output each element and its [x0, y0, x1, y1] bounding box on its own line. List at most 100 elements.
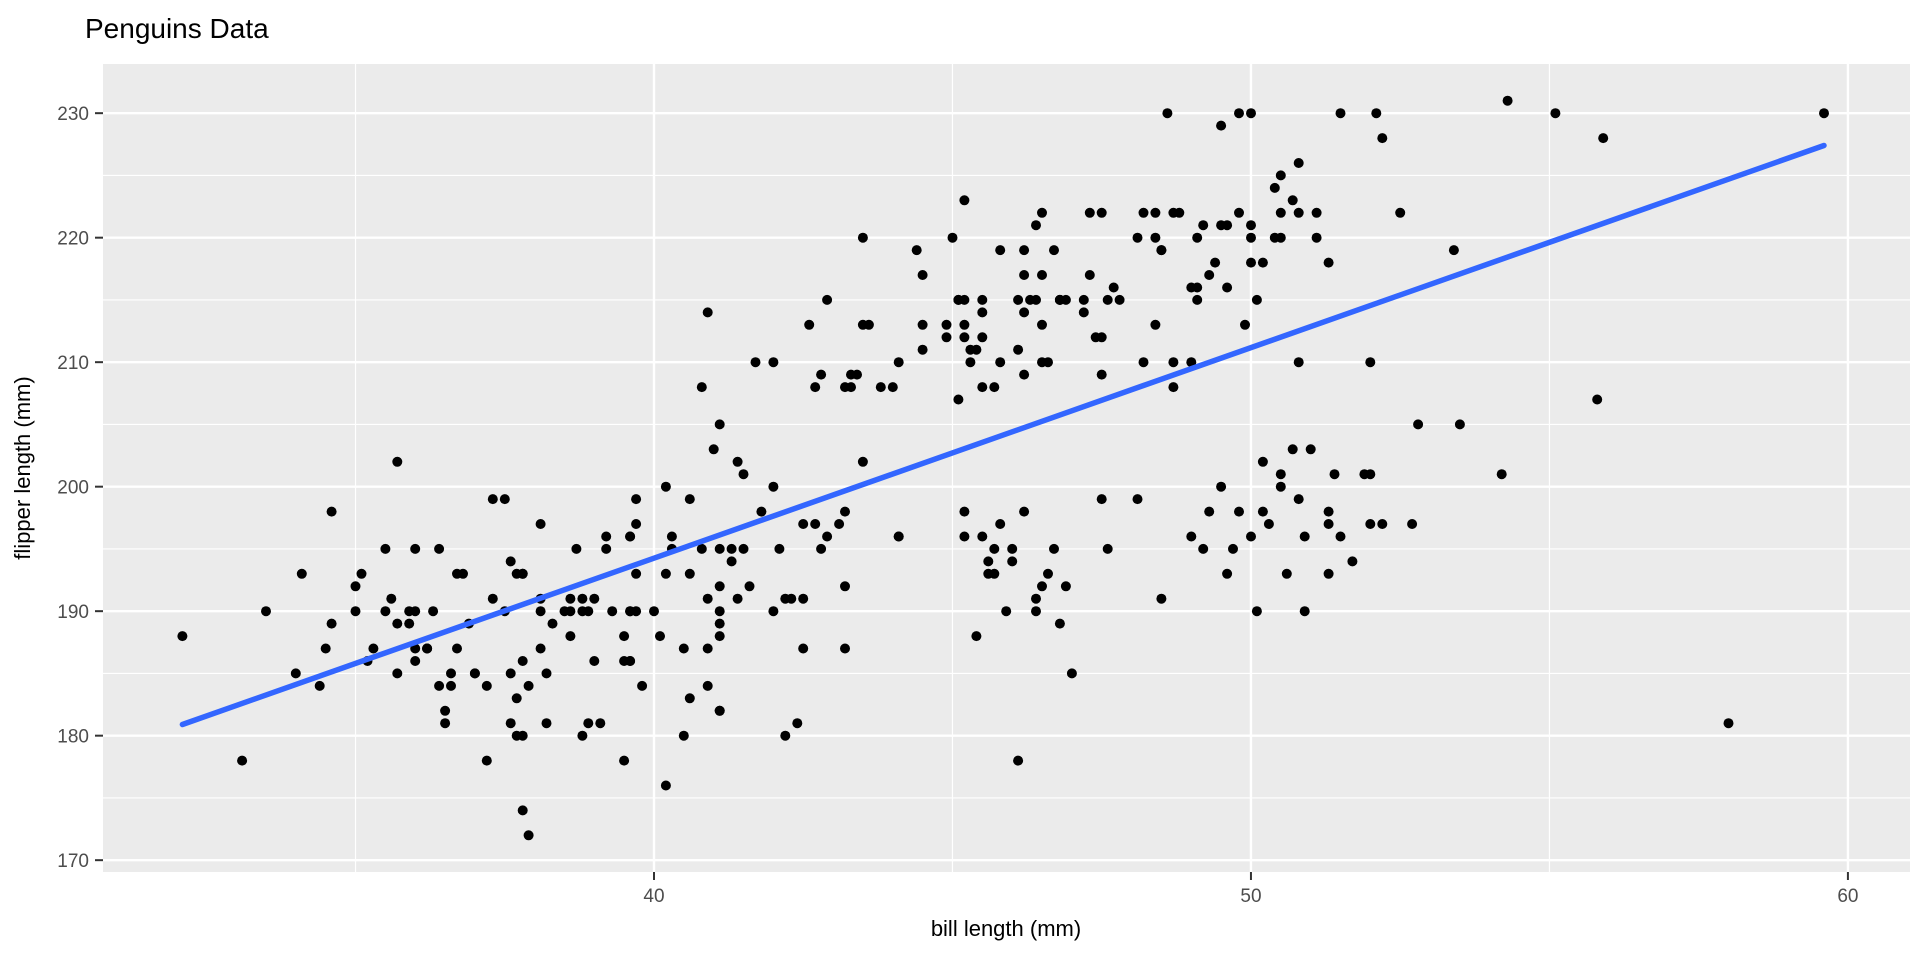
data-point	[989, 382, 1000, 393]
data-point	[977, 294, 988, 305]
data-point	[1365, 357, 1376, 368]
data-point	[1371, 108, 1382, 119]
data-point	[947, 232, 958, 243]
data-point	[714, 606, 725, 617]
data-point	[684, 568, 695, 579]
data-point	[1323, 257, 1334, 268]
data-point	[1102, 543, 1113, 554]
data-point	[1037, 581, 1047, 592]
data-point	[1078, 294, 1089, 305]
data-point	[1156, 593, 1167, 604]
data-point	[1246, 257, 1256, 268]
data-point	[511, 693, 522, 704]
data-point	[1234, 108, 1244, 119]
data-point	[822, 531, 833, 542]
regression-line	[179, 142, 1827, 728]
data-point	[1102, 294, 1113, 305]
data-point	[1174, 207, 1185, 218]
data-point	[995, 357, 1006, 368]
data-point	[1031, 593, 1041, 604]
data-point	[780, 730, 791, 741]
data-point	[983, 556, 994, 567]
data-point	[1293, 158, 1304, 168]
data-point	[816, 369, 827, 380]
data-point	[1150, 207, 1161, 218]
data-point	[499, 494, 510, 505]
data-point	[1019, 307, 1030, 318]
data-point	[404, 618, 415, 629]
data-point	[517, 568, 528, 579]
data-point	[1502, 95, 1513, 106]
data-point	[577, 730, 588, 741]
data-point	[840, 506, 850, 517]
y-tick-label: 180	[57, 727, 89, 748]
data-point	[1043, 568, 1053, 579]
data-point	[1013, 294, 1024, 305]
data-point	[857, 232, 868, 243]
data-point	[971, 631, 982, 642]
data-point	[1251, 294, 1262, 305]
data-point	[631, 494, 642, 505]
data-point	[458, 568, 468, 579]
data-point	[804, 319, 815, 330]
data-point	[1323, 506, 1334, 517]
data-point	[1084, 207, 1095, 218]
data-point	[893, 531, 904, 542]
data-point	[660, 481, 671, 492]
data-point	[368, 643, 379, 654]
data-point	[1246, 232, 1256, 243]
data-point	[989, 568, 1000, 579]
data-point	[1007, 556, 1018, 567]
data-point	[601, 543, 612, 554]
data-point	[1066, 668, 1077, 679]
data-point	[428, 606, 439, 617]
data-point	[583, 606, 594, 617]
data-point	[487, 494, 498, 505]
data-point	[1448, 245, 1459, 256]
data-point	[631, 568, 642, 579]
data-point	[959, 506, 970, 517]
data-point	[1323, 568, 1334, 579]
data-point	[1377, 519, 1388, 529]
data-point	[822, 294, 833, 305]
x-tick-label: 60	[1837, 886, 1858, 907]
data-point	[834, 519, 845, 529]
data-point	[625, 656, 636, 666]
data-point	[714, 705, 725, 716]
data-point	[1019, 270, 1030, 280]
data-point	[1156, 245, 1167, 256]
data-point	[977, 531, 988, 542]
data-point	[619, 755, 630, 766]
x-axis-ticks: 40 50 60	[643, 872, 1858, 907]
data-point	[595, 718, 606, 729]
data-point	[893, 357, 904, 368]
data-point	[392, 456, 403, 467]
data-point	[177, 631, 188, 642]
chart-title: Penguins Data	[85, 13, 269, 44]
data-point	[350, 606, 361, 617]
data-point	[732, 593, 743, 604]
data-point	[1049, 245, 1059, 256]
data-point	[547, 618, 558, 629]
data-point	[1138, 207, 1149, 218]
data-point	[965, 357, 976, 368]
data-point	[1162, 108, 1173, 119]
y-tick-label: 220	[57, 229, 89, 250]
data-point	[684, 494, 695, 505]
y-tick-label: 190	[57, 602, 89, 623]
data-point	[517, 656, 528, 666]
data-point	[1150, 319, 1161, 330]
data-point	[875, 382, 886, 393]
data-point	[607, 606, 618, 617]
data-point	[1168, 382, 1179, 393]
data-point	[1323, 519, 1334, 529]
data-point	[917, 270, 928, 280]
data-point	[1096, 494, 1107, 505]
data-point	[410, 543, 421, 554]
data-point	[1216, 481, 1227, 492]
data-point	[589, 593, 600, 604]
data-point	[1365, 519, 1376, 529]
y-axis-ticks: 170 180 190 200 210 220 230	[57, 104, 103, 872]
data-point	[684, 693, 695, 704]
data-point	[1281, 568, 1292, 579]
